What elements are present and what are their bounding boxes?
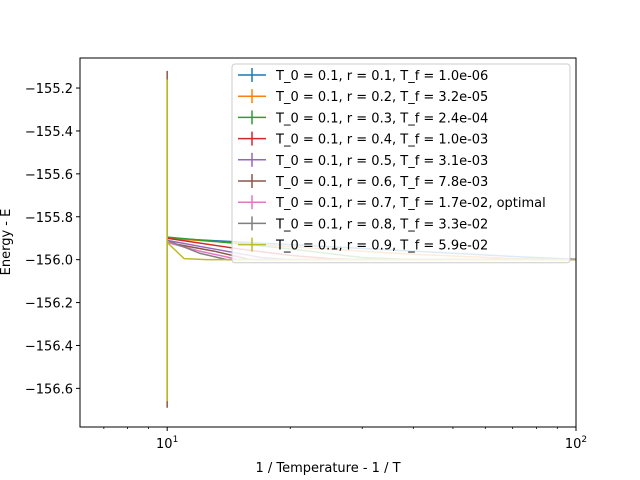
legend-label: T_0 = 0.1, r = 0.1, T_f = 1.0e-06 — [275, 69, 488, 84]
plot-frame — [79, 57, 577, 428]
legend-item: T_0 = 0.1, r = 0.7, T_f = 1.7e-02, optim… — [238, 195, 546, 211]
x-axis-label: 1 / Temperature - 1 / T — [255, 461, 400, 476]
legend-label: T_0 = 0.1, r = 0.8, T_f = 3.3e-02 — [275, 217, 488, 232]
legend: T_0 = 0.1, r = 0.1, T_f = 1.0e-06 T_0 = 0… — [231, 63, 571, 264]
legend-item: T_0 = 0.1, r = 0.2, T_f = 3.2e-05 — [238, 89, 488, 105]
legend-item: T_0 = 0.1, r = 0.8, T_f = 3.3e-02 — [238, 216, 488, 232]
y-tick-label: −156.2 — [25, 297, 73, 312]
x-tick-label: 101 — [156, 435, 178, 452]
legend-label: T_0 = 0.1, r = 0.9, T_f = 5.9e-02 — [275, 239, 488, 254]
x-tick-label: 102 — [565, 435, 587, 452]
y-tick-label: −155.6 — [25, 168, 73, 183]
y-tick-label: −156.6 — [25, 382, 73, 397]
legend-item: T_0 = 0.1, r = 0.1, T_f = 1.0e-06 — [238, 68, 488, 84]
legend-label: T_0 = 0.1, r = 0.6, T_f = 7.8e-03 — [275, 175, 488, 190]
legend-label: T_0 = 0.1, r = 0.3, T_f = 2.4e-04 — [275, 111, 488, 126]
legend-item: T_0 = 0.1, r = 0.4, T_f = 1.0e-03 — [238, 131, 488, 148]
legend-item: T_0 = 0.1, r = 0.6, T_f = 7.8e-03 — [238, 174, 488, 190]
y-tick-label: −156.0 — [25, 254, 73, 269]
x-axis: 101 102 — [103, 427, 587, 452]
legend-label: T_0 = 0.1, r = 0.4, T_f = 1.0e-03 — [275, 133, 488, 148]
y-tick-label: −155.4 — [25, 125, 73, 140]
legend-box — [231, 63, 571, 264]
legend-item: T_0 = 0.1, r = 0.3, T_f = 2.4e-04 — [238, 110, 488, 126]
y-tick-label: −155.8 — [25, 211, 73, 226]
legend-label: T_0 = 0.1, r = 0.7, T_f = 1.7e-02, optim… — [275, 196, 546, 211]
legend-item: T_0 = 0.1, r = 0.9, T_f = 5.9e-02 — [238, 237, 488, 254]
y-axis: −155.2 −155.4 −155.6 −155.8 −156.0 −156.2 −156… — [25, 82, 80, 397]
legend-item: T_0 = 0.1, r = 0.5, T_f = 3.1e-03 — [238, 152, 488, 169]
y-tick-label: −155.2 — [25, 82, 73, 97]
y-tick-label: −156.4 — [25, 339, 73, 354]
legend-label: T_0 = 0.1, r = 0.2, T_f = 3.2e-05 — [275, 90, 488, 105]
legend-label: T_0 = 0.1, r = 0.5, T_f = 3.1e-03 — [275, 154, 488, 169]
y-axis-label: Energy - E — [0, 209, 14, 276]
